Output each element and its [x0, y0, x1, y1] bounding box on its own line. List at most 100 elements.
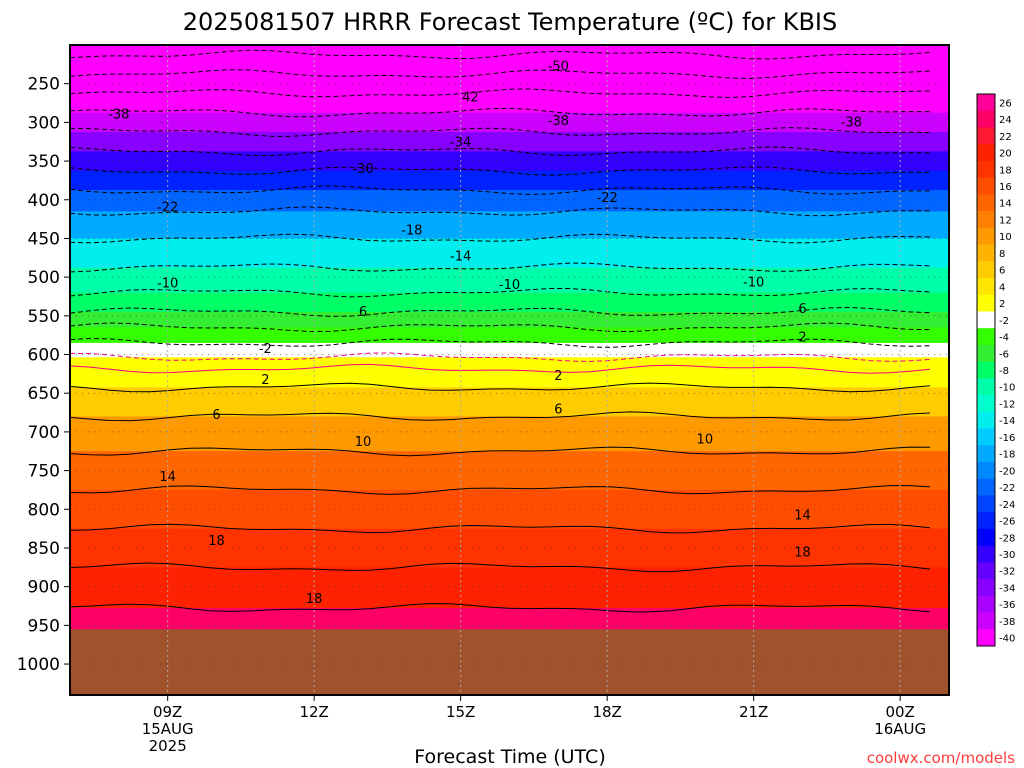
- y-tick-label: 1000: [17, 655, 60, 675]
- colorbar-swatch: [977, 244, 995, 262]
- colorbar: 26 24 22 20 18 16 14 12 10 8 6 4 2 -2 -4 -6 -8 -10 -12 -14 -…: [976, 93, 1015, 647]
- contour-label: -14: [450, 249, 471, 264]
- y-tick-label: 300: [28, 113, 60, 133]
- temperature-band: [70, 342, 949, 359]
- x-tick-label: 15Z: [446, 703, 475, 721]
- colorbar-label: -36: [999, 600, 1015, 611]
- contour-line: [70, 382, 931, 393]
- colorbar-label: -4: [999, 333, 1009, 344]
- colorbar-label: -30: [999, 550, 1015, 561]
- colorbar-swatch: [977, 211, 995, 229]
- colorbar-swatch: [977, 612, 995, 630]
- colorbar-label: -24: [999, 500, 1015, 511]
- contour-line: [70, 446, 931, 457]
- colorbar-label: -8: [999, 366, 1009, 377]
- temperature-band: [70, 238, 949, 269]
- y-tick-label: 350: [28, 152, 60, 172]
- colorbar-swatch: [977, 579, 995, 597]
- contour-label: -2: [259, 342, 272, 357]
- contour-line: [70, 411, 931, 422]
- temperature-band: [70, 170, 949, 192]
- contour-label: -22: [597, 191, 618, 206]
- temperature-band: [70, 416, 949, 453]
- contour-line: [70, 485, 931, 495]
- colorbar-swatch: [977, 428, 995, 446]
- colorbar-label: 10: [999, 232, 1012, 243]
- colorbar-swatch: [977, 294, 995, 312]
- colorbar-swatch: [977, 227, 995, 246]
- x-axis-title: Forecast Time (UTC): [414, 746, 605, 768]
- temperature-band: [70, 387, 949, 418]
- temperature-band: [70, 267, 949, 294]
- x-tick-label: 18Z: [592, 703, 621, 721]
- plot-frame: [69, 44, 950, 696]
- contour-lines: [70, 49, 931, 613]
- y-tick-label: 550: [28, 307, 60, 327]
- colorbar-swatch: [977, 545, 995, 563]
- y-tick-label: 650: [28, 384, 60, 404]
- temperature-band: [70, 607, 949, 631]
- colorbar-swatch: [977, 160, 995, 179]
- y-tick-label: 500: [28, 268, 60, 288]
- contour-line: [70, 603, 931, 613]
- colorbar-swatch: [977, 311, 995, 329]
- colorbar-swatch: [977, 94, 995, 112]
- y-tick-label: 950: [28, 616, 60, 636]
- colorbar-swatch: [977, 278, 995, 296]
- y-tick-label: 450: [28, 229, 60, 249]
- colorbar-swatch: [977, 194, 995, 212]
- colorbar-swatch: [977, 629, 995, 647]
- colorbar-swatch: [977, 495, 995, 513]
- contour-label: 14: [794, 508, 811, 523]
- colorbar-swatch: [977, 395, 995, 413]
- temperature-band: [70, 327, 949, 344]
- temperature-band: [70, 528, 949, 569]
- contour-label: 10: [697, 433, 714, 448]
- plot-area: [70, 45, 949, 695]
- credit-text: coolwx.com/models: [867, 749, 1015, 767]
- x-tick-label: 00Z: [885, 703, 914, 721]
- colorbar-label: -38: [999, 617, 1015, 628]
- colorbar-swatch: [977, 411, 995, 430]
- colorbar-swatch: [977, 512, 995, 530]
- contour-label: 10: [355, 435, 372, 450]
- contour-label: 14: [159, 470, 176, 485]
- temperature-band: [70, 211, 949, 240]
- colorbar-frame: [976, 93, 996, 647]
- colorbar-swatch: [977, 328, 995, 346]
- colorbar-label: 6: [999, 266, 1005, 277]
- colorbar-label: -34: [999, 583, 1015, 594]
- contour-line: [70, 523, 931, 534]
- temperature-band: [70, 54, 949, 76]
- contour-line: [70, 562, 931, 573]
- x-tick-label: 21Z: [739, 703, 768, 721]
- colorbar-label: 18: [999, 165, 1012, 176]
- contour-label: -10: [157, 276, 178, 291]
- colorbar-label: -20: [999, 466, 1015, 477]
- colorbar-label: -16: [999, 433, 1015, 444]
- colorbar-swatch: [977, 595, 995, 614]
- colorbar-swatch: [977, 445, 995, 463]
- colorbar-swatch: [977, 127, 995, 145]
- colorbar-label: 12: [999, 215, 1012, 226]
- contour-label: 2: [261, 373, 269, 388]
- colorbar-swatch: [977, 344, 995, 363]
- colorbar-label: 14: [999, 199, 1012, 210]
- contour-line: [70, 363, 931, 374]
- temperature-band: [70, 93, 949, 114]
- colorbar-swatch: [977, 528, 995, 547]
- x-tick-label: 15AUG: [142, 720, 194, 738]
- colorbar-swatch: [977, 361, 995, 379]
- temperature-band: [70, 112, 949, 134]
- contour-label: -34: [450, 136, 471, 151]
- colorbar-swatch: [977, 261, 995, 279]
- colorbar-label: -2: [999, 316, 1009, 327]
- contour-label: -30: [352, 162, 373, 177]
- y-tick-label: 700: [28, 423, 60, 443]
- y-tick-label: 900: [28, 578, 60, 598]
- contour-label: -38: [548, 114, 569, 129]
- contour-label: -18: [401, 224, 422, 239]
- colorbar-label: 8: [999, 249, 1005, 260]
- colorbar-label: -32: [999, 567, 1015, 578]
